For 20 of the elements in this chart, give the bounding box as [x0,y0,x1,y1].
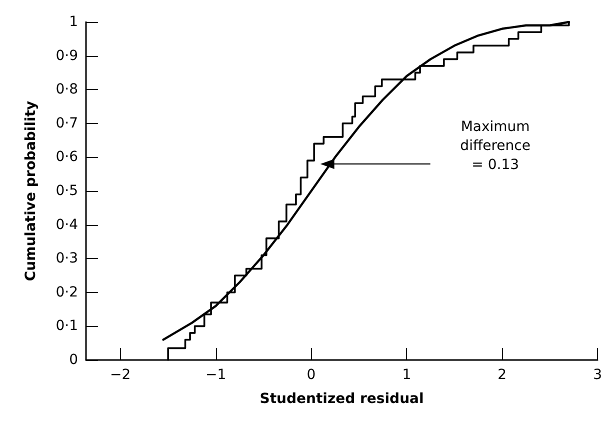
y-tick-label: 0·6 [56,149,78,166]
y-tick-label: 0·4 [56,216,78,233]
y-tick-label: 0·2 [56,284,78,300]
annotation: Maximum difference = 0.13 [460,118,530,173]
x-tick-label: 0 [306,367,316,383]
x-tick-label: −1 [205,367,226,383]
x-tick-label: 2 [498,367,507,383]
y-tick-label: 1 [69,14,78,30]
y-tick-label: 0·3 [56,250,78,267]
y-tick-label: 0·5 [56,183,78,199]
y-tick-label: 0·7 [56,115,78,132]
y-tick-label: 0·1 [56,318,78,334]
x-tick-label: 1 [402,367,412,383]
y-tick-label: 0 [69,352,78,368]
x-tick-label: −2 [110,367,131,383]
y-tick-label: 0·9 [56,48,78,64]
x-axis-title: Studentized residual [260,391,424,407]
x-tick-label: 3 [593,367,602,383]
y-axis-title: Cumulative probability [23,100,39,282]
y-tick-label: 0·8 [56,82,78,98]
